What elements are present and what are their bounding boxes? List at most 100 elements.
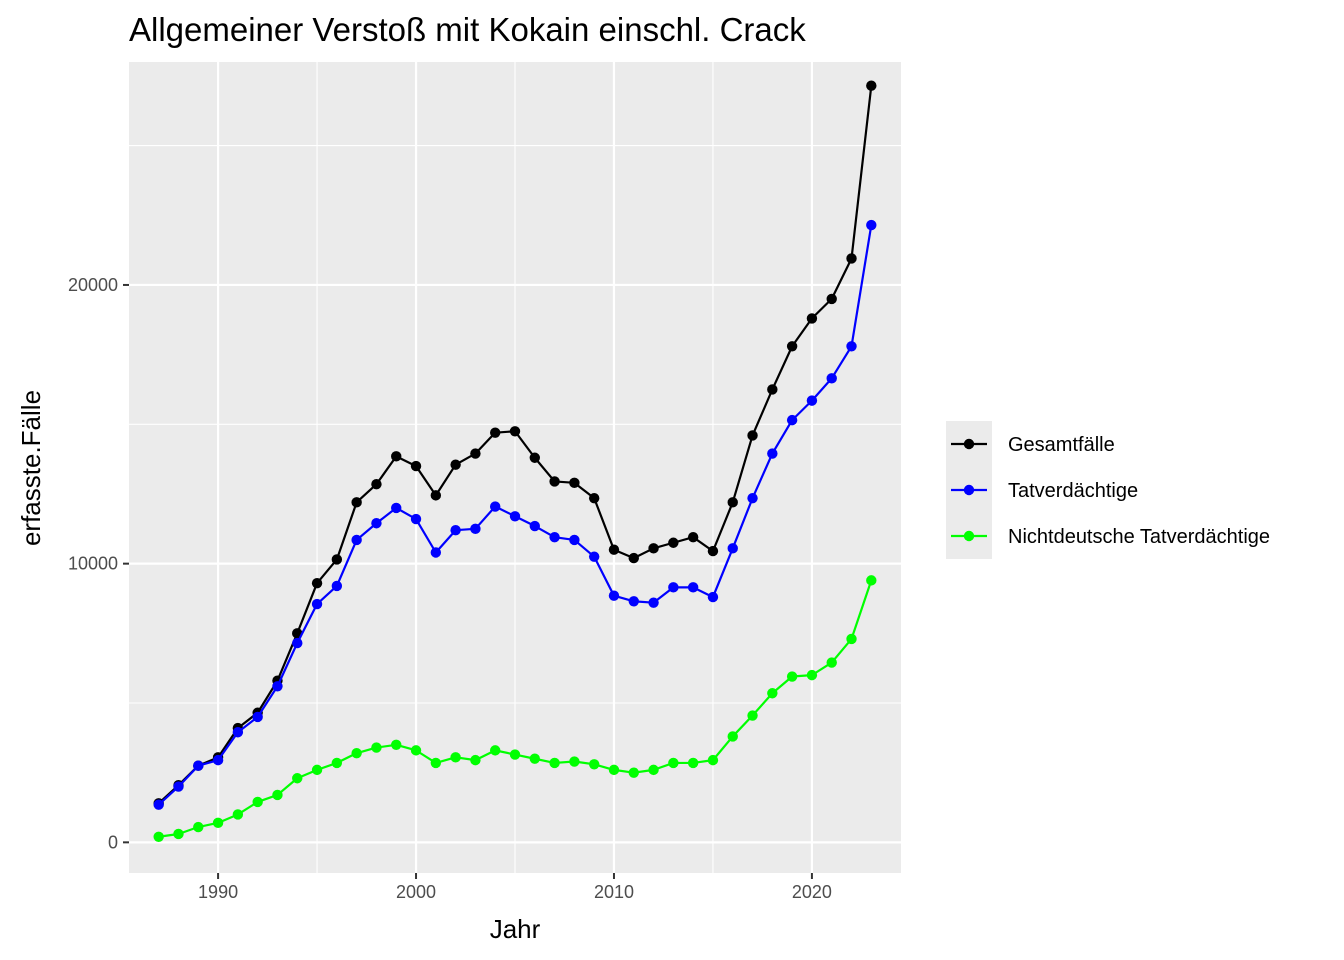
data-point bbox=[529, 753, 540, 764]
data-point bbox=[767, 384, 778, 395]
data-point bbox=[410, 745, 422, 756]
data-point bbox=[232, 809, 244, 820]
data-point bbox=[331, 580, 343, 592]
data-point bbox=[490, 501, 501, 512]
data-point bbox=[410, 460, 422, 472]
legend-label: Nichtdeutsche Tatverdächtige bbox=[1008, 526, 1270, 548]
data-point bbox=[490, 427, 501, 438]
minor-gridlines bbox=[129, 62, 901, 873]
data-point bbox=[727, 731, 738, 742]
data-point bbox=[252, 711, 263, 723]
data-point bbox=[430, 490, 442, 501]
data-point bbox=[608, 544, 620, 555]
data-point bbox=[311, 764, 323, 776]
data-point bbox=[292, 773, 303, 784]
data-point bbox=[272, 681, 283, 692]
y-tick-label: 0 bbox=[108, 832, 118, 852]
data-point bbox=[806, 669, 818, 681]
axis-ticks bbox=[123, 283, 813, 879]
data-point bbox=[806, 313, 818, 324]
x-tick-label: 2020 bbox=[792, 882, 832, 902]
data-point bbox=[826, 657, 837, 668]
data-point bbox=[311, 598, 323, 610]
y-tick-label: 20000 bbox=[68, 275, 118, 295]
data-point bbox=[509, 749, 521, 760]
data-point bbox=[628, 767, 639, 778]
data-point bbox=[351, 534, 362, 546]
data-point bbox=[628, 596, 639, 607]
data-point bbox=[450, 459, 461, 470]
y-axis-title: erfasste.Fälle bbox=[16, 390, 46, 546]
data-point bbox=[747, 710, 758, 721]
data-point bbox=[767, 448, 778, 459]
data-point bbox=[173, 781, 184, 792]
data-point bbox=[608, 764, 620, 776]
data-point bbox=[153, 799, 164, 810]
data-point bbox=[470, 754, 481, 766]
data-point bbox=[212, 817, 224, 829]
data-point bbox=[509, 511, 521, 522]
data-point bbox=[430, 757, 442, 769]
data-point bbox=[529, 520, 540, 532]
data-point bbox=[727, 497, 738, 508]
data-point bbox=[648, 597, 659, 608]
data-point bbox=[687, 531, 699, 543]
data-point bbox=[470, 523, 481, 535]
data-point bbox=[529, 452, 540, 463]
data-point bbox=[331, 554, 343, 565]
data-point bbox=[173, 828, 184, 840]
data-point bbox=[866, 219, 877, 231]
data-point bbox=[450, 525, 461, 536]
series-layer bbox=[153, 80, 877, 842]
data-point bbox=[786, 414, 798, 426]
data-point bbox=[846, 633, 857, 645]
data-point bbox=[767, 688, 778, 699]
data-point bbox=[826, 293, 837, 305]
data-point bbox=[371, 479, 382, 490]
data-point bbox=[509, 426, 521, 437]
x-tick-label: 2000 bbox=[396, 882, 436, 902]
data-point bbox=[153, 831, 164, 842]
data-point bbox=[549, 476, 560, 487]
chart-title: Allgemeiner Verstoß mit Kokain einschl. … bbox=[129, 11, 806, 48]
data-point bbox=[687, 582, 699, 593]
tick-labels: 1990 2000 2010 2020 0 10000 20000 bbox=[68, 275, 832, 902]
data-point bbox=[212, 754, 224, 766]
data-point bbox=[727, 543, 738, 554]
data-point bbox=[747, 430, 758, 441]
data-point bbox=[371, 742, 382, 753]
data-point bbox=[806, 395, 818, 406]
data-point bbox=[391, 451, 402, 462]
data-point bbox=[648, 543, 659, 554]
major-gridlines bbox=[129, 62, 901, 873]
legend: Gesamtfälle Tatverdächtige Nichtdeutsche T… bbox=[946, 421, 1270, 559]
data-point bbox=[588, 759, 600, 770]
x-tick-label: 2010 bbox=[594, 882, 634, 902]
x-axis-title: Jahr bbox=[490, 914, 541, 944]
data-point bbox=[846, 253, 857, 264]
data-point bbox=[707, 591, 719, 603]
legend-key-point bbox=[963, 530, 975, 542]
data-point bbox=[549, 757, 560, 769]
data-point bbox=[668, 582, 679, 593]
data-point bbox=[668, 757, 679, 769]
legend-key-point bbox=[963, 438, 975, 450]
data-point bbox=[786, 671, 798, 682]
data-point bbox=[866, 575, 877, 586]
data-point bbox=[292, 637, 303, 649]
data-point bbox=[391, 502, 402, 514]
legend-label: Gesamtfälle bbox=[1008, 434, 1115, 456]
data-point bbox=[747, 492, 758, 504]
data-point bbox=[687, 757, 699, 769]
data-point bbox=[490, 745, 501, 756]
data-point bbox=[628, 552, 639, 564]
legend-label: Tatverdächtige bbox=[1008, 480, 1138, 502]
data-point bbox=[648, 764, 659, 776]
data-point bbox=[826, 373, 837, 384]
data-point bbox=[588, 492, 600, 504]
data-point bbox=[588, 551, 600, 562]
data-point bbox=[351, 747, 362, 759]
data-point bbox=[608, 590, 620, 601]
data-point bbox=[232, 727, 244, 738]
